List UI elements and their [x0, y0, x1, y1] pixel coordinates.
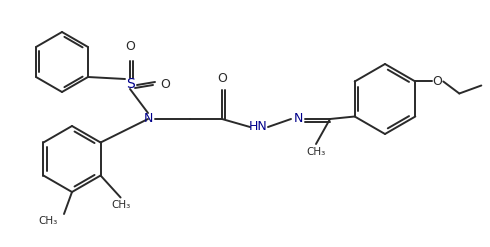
Text: S: S [125, 77, 134, 91]
Text: CH₃: CH₃ [38, 216, 58, 226]
Text: O: O [160, 79, 170, 91]
Text: O: O [125, 41, 135, 54]
Text: N: N [143, 112, 153, 125]
Text: O: O [217, 71, 227, 84]
Text: N: N [294, 112, 303, 125]
Text: HN: HN [248, 121, 268, 133]
Text: CH₃: CH₃ [306, 147, 326, 157]
Text: CH₃: CH₃ [111, 200, 130, 209]
Text: O: O [432, 75, 442, 88]
